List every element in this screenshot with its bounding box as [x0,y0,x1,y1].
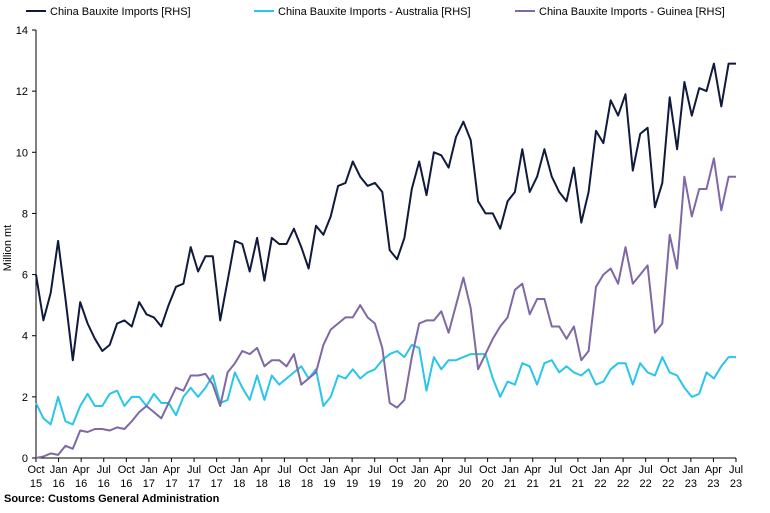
x-tick-label-month: Oct [27,464,44,476]
x-tick-label-month: Oct [208,464,225,476]
x-tick-label-month: Apr [253,464,270,476]
y-tick-label: 14 [16,25,28,37]
x-tick-label-month: Oct [660,464,677,476]
x-tick-label-month: Jul [729,464,743,476]
source-note: Source: Customs General Administration [4,493,220,505]
y-tick-label: 2 [22,392,28,404]
x-tick-label-year: 20 [414,478,426,490]
series-line-0 [35,62,736,362]
x-tick-label-year: 19 [323,478,335,490]
y-tick-label: 8 [22,208,28,220]
x-tick-label-month: Jan [140,464,158,476]
x-tick-label-month: Jul [277,464,291,476]
y-tick-label: 4 [22,331,28,343]
x-tick-label-year: 18 [256,478,268,490]
x-tick-label-month: Jul [458,464,472,476]
x-tick-label-year: 23 [707,478,719,490]
x-tick-label-month: Jan [592,464,610,476]
y-tick-label: 12 [16,86,28,98]
legend-label: China Bauxite Imports - Guinea [RHS] [539,6,725,18]
x-tick-label-year: 17 [211,478,223,490]
x-tick-label-month: Jan [50,464,68,476]
x-tick-label-month: Oct [479,464,496,476]
x-tick-label-month: Jan [501,464,519,476]
x-tick-label-month: Apr [434,464,451,476]
series-line-1 [35,343,736,426]
x-tick-label-year: 21 [504,478,516,490]
y-axis: 0 2 4 6 8 10 12 14 [16,25,37,465]
x-tick-label-year: 18 [278,478,290,490]
x-tick-label-month: Jul [187,464,201,476]
x-tick-label-year: 22 [640,478,652,490]
x-tick-label-year: 19 [391,478,403,490]
x-tick-label-month: Oct [569,464,586,476]
x-tick-label-month: Oct [298,464,315,476]
x-tick-label-month: Jan [321,464,339,476]
x-tick-label-year: 19 [346,478,358,490]
x-tick-label-year: 20 [459,478,471,490]
x-tick-label-month: Jul [639,464,653,476]
x-tick-label-year: 22 [662,478,674,490]
x-tick-label-month: Oct [118,464,135,476]
x-tick-label-year: 22 [594,478,606,490]
legend: China Bauxite Imports [RHS] China Bauxite… [26,6,725,18]
x-tick-label-year: 21 [527,478,539,490]
x-tick-label-year: 17 [165,478,177,490]
y-tick-label: 10 [16,147,28,159]
x-tick-label-year: 17 [188,478,200,490]
x-tick-label-month: Apr [705,464,722,476]
y-axis-label: Million mt [2,225,14,271]
x-tick-label-year: 15 [30,478,42,490]
x-tick-label-month: Jan [682,464,700,476]
x-tick-label-year: 19 [369,478,381,490]
x-tick-label-month: Apr [524,464,541,476]
legend-label: China Bauxite Imports [RHS] [50,6,191,18]
x-tick-label-month: Jul [97,464,111,476]
x-tick-label-year: 23 [730,478,742,490]
x-tick-label-year: 18 [301,478,313,490]
x-tick-label-month: Apr [73,464,90,476]
x-tick-label-year: 21 [549,478,561,490]
legend-label: China Bauxite Imports - Australia [RHS] [278,6,471,18]
x-tick-label-year: 22 [617,478,629,490]
y-tick-label: 6 [22,270,28,282]
x-tick-label-month: Jul [548,464,562,476]
x-tick-label-month: Apr [344,464,361,476]
x-tick-label-month: Jul [368,464,382,476]
x-tick-label-year: 16 [98,478,110,490]
x-tick-label-month: Jan [230,464,248,476]
x-tick-label-month: Oct [389,464,406,476]
x-axis: Oct 15 Jan 16 Apr 16 Jul 16 Oct 16 Jan 17 Apr 17 Jul 17… [27,457,743,490]
x-tick-label-year: 16 [120,478,132,490]
x-tick-label-year: 21 [572,478,584,490]
x-tick-label-year: 20 [481,478,493,490]
x-tick-label-year: 18 [233,478,245,490]
x-tick-label-year: 17 [143,478,155,490]
x-tick-label-year: 16 [52,478,64,490]
x-tick-label-month: Jan [411,464,429,476]
y-tick-label: 0 [22,453,28,465]
x-tick-label-year: 23 [685,478,697,490]
x-tick-label-month: Apr [163,464,180,476]
x-tick-label-year: 20 [436,478,448,490]
series-line-2 [35,157,736,459]
series-layer [35,62,736,459]
x-tick-label-month: Apr [615,464,632,476]
x-tick-label-year: 16 [75,478,87,490]
